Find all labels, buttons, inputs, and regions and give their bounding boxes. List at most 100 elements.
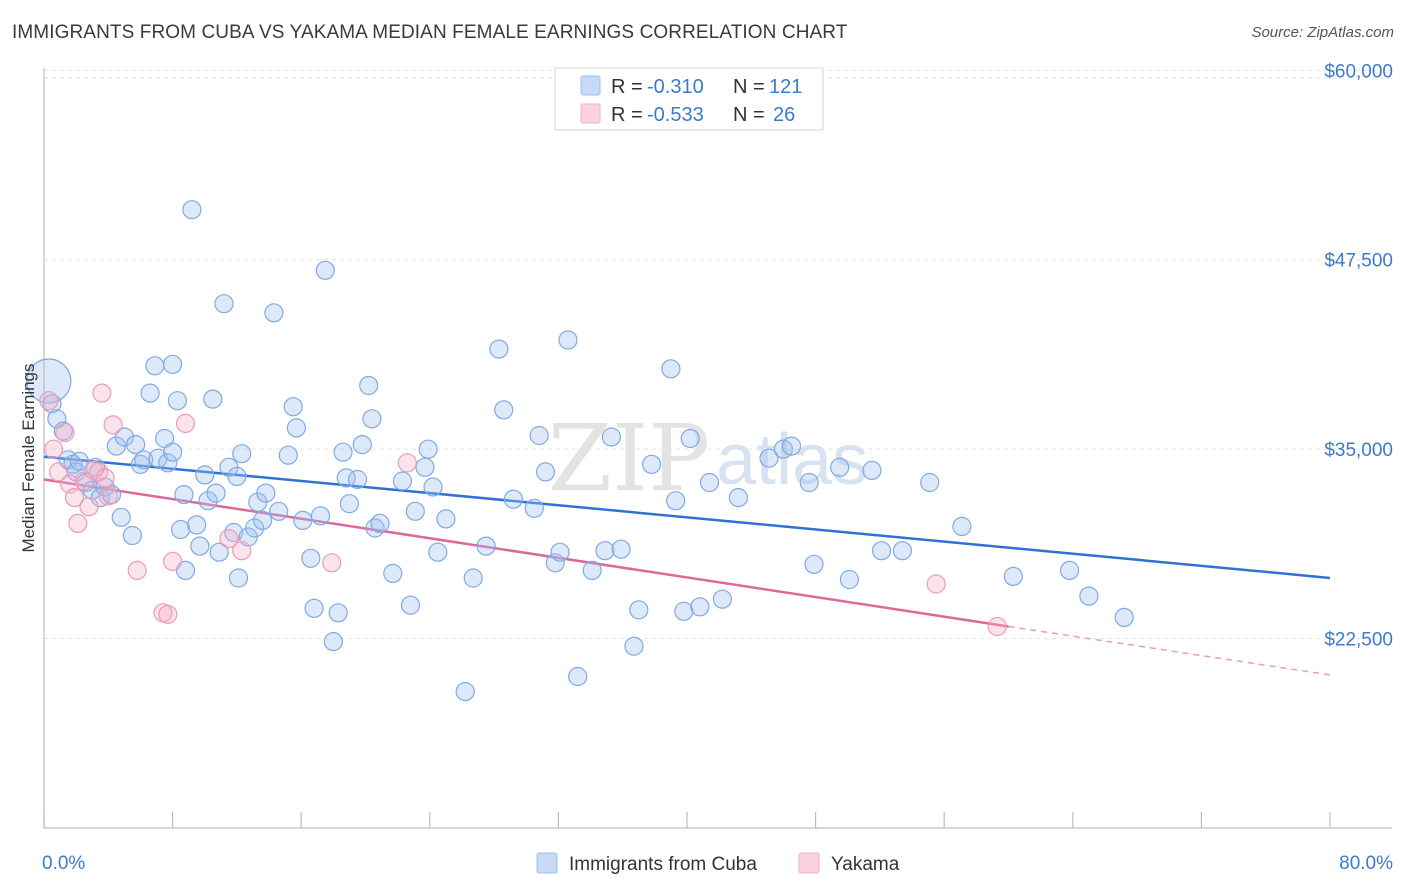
x-tick-label-max: 80.0% bbox=[1339, 853, 1393, 874]
yakama-point-23 bbox=[397, 453, 417, 473]
cuba-point-26 bbox=[163, 354, 183, 374]
cuba-point-45 bbox=[232, 444, 252, 464]
legend: R = -0.310 N = 121 R = -0.533 N = 26 bbox=[554, 67, 824, 131]
cuba-point-68 bbox=[359, 375, 379, 396]
cuba-point-1 bbox=[42, 394, 62, 414]
yakama-point-0 bbox=[39, 391, 59, 411]
cuba-point-108 bbox=[728, 488, 749, 508]
cuba-point-89 bbox=[535, 462, 556, 482]
trend-line-cuba bbox=[43, 455, 1331, 580]
cuba-point-60 bbox=[315, 260, 335, 280]
cuba-point-124 bbox=[1114, 607, 1134, 628]
cuba-point-37 bbox=[203, 389, 223, 409]
yakama-point-13 bbox=[98, 486, 118, 506]
cuba-point-119 bbox=[920, 472, 940, 493]
legend-r-label-yakama: R = bbox=[611, 104, 643, 126]
cuba-point-103 bbox=[674, 601, 694, 621]
cuba-point-61 bbox=[323, 631, 343, 652]
cuba-point-67 bbox=[352, 435, 372, 455]
cuba-point-23 bbox=[148, 448, 168, 468]
cuba-point-102 bbox=[666, 491, 686, 511]
cuba-point-116 bbox=[862, 460, 882, 480]
cuba-point-17 bbox=[122, 525, 142, 546]
legend-r-value-yakama: -0.533 bbox=[647, 104, 704, 126]
yakama-point-8 bbox=[79, 497, 99, 517]
yakama-point-1 bbox=[43, 439, 64, 459]
cuba-point-76 bbox=[415, 457, 435, 477]
cuba-point-99 bbox=[629, 600, 649, 620]
cuba-point-63 bbox=[333, 442, 353, 462]
yakama-point-11 bbox=[92, 383, 112, 403]
yakama-point-3 bbox=[55, 422, 75, 443]
cuba-point-112 bbox=[799, 472, 819, 493]
cuba-point-78 bbox=[423, 477, 443, 497]
yakama-point-25 bbox=[987, 616, 1007, 637]
yakama-point-7 bbox=[74, 471, 94, 491]
legend-n-label-yakama: N = bbox=[733, 104, 765, 126]
cuba-point-34 bbox=[190, 536, 210, 556]
cuba-point-120 bbox=[952, 516, 972, 537]
cuba-point-75 bbox=[405, 501, 425, 521]
cuba-point-90 bbox=[545, 553, 565, 573]
cuba-point-33 bbox=[187, 515, 207, 535]
data-points bbox=[26, 200, 1134, 702]
legend-swatch-yakama bbox=[580, 103, 601, 124]
bottom-legend-swatch-cuba bbox=[536, 852, 558, 874]
legend-n-label-cuba: N = bbox=[733, 76, 765, 98]
cuba-point-35 bbox=[195, 465, 215, 485]
cuba-point-118 bbox=[892, 541, 913, 561]
cuba-point-53 bbox=[278, 445, 298, 465]
cuba-point-44 bbox=[228, 568, 249, 588]
cuba-point-39 bbox=[209, 542, 229, 562]
cuba-point-115 bbox=[839, 569, 860, 590]
y-tick-label-3: $60,000 bbox=[1324, 61, 1393, 82]
cuba-point-73 bbox=[392, 471, 413, 491]
cuba-point-18 bbox=[126, 435, 146, 455]
yakama-point-20 bbox=[219, 528, 239, 549]
cuba-point-71 bbox=[370, 513, 390, 534]
cuba-point-111 bbox=[781, 436, 802, 456]
cuba-point-49 bbox=[253, 510, 273, 531]
cuba-point-54 bbox=[283, 397, 303, 417]
cuba-point-94 bbox=[582, 560, 602, 581]
cuba-point-105 bbox=[690, 597, 710, 617]
yakama-point-24 bbox=[926, 574, 946, 594]
y-tick-label-1: $35,000 bbox=[1324, 440, 1393, 461]
source-credit: Source: ZipAtlas.com bbox=[1251, 24, 1394, 41]
cuba-point-32 bbox=[182, 200, 202, 220]
axes bbox=[43, 68, 1392, 829]
cuba-point-55 bbox=[286, 418, 306, 438]
cuba-point-114 bbox=[830, 457, 850, 477]
cuba-point-29 bbox=[167, 391, 187, 411]
cuba-point-79 bbox=[428, 542, 448, 562]
cuba-point-121 bbox=[1003, 566, 1023, 587]
cuba-point-88 bbox=[529, 425, 549, 446]
yakama-point-6 bbox=[68, 513, 88, 534]
cuba-point-59 bbox=[310, 506, 331, 526]
cuba-point-91 bbox=[550, 542, 570, 562]
cuba-point-101 bbox=[661, 359, 681, 379]
cuba-point-83 bbox=[476, 536, 496, 556]
trend-line-yakama bbox=[43, 478, 1009, 628]
cuba-point-96 bbox=[601, 427, 622, 447]
cuba-point-92 bbox=[558, 330, 578, 350]
cuba-point-72 bbox=[383, 563, 403, 584]
cuba-point-28 bbox=[163, 442, 183, 462]
cuba-point-52 bbox=[269, 501, 289, 521]
yakama-point-21 bbox=[232, 541, 252, 561]
cuba-point-57 bbox=[301, 548, 321, 568]
cuba-point-82 bbox=[463, 568, 483, 588]
cuba-point-84 bbox=[489, 339, 509, 359]
trend-line-yakama-extension bbox=[1008, 625, 1331, 676]
cuba-point-86 bbox=[503, 489, 524, 509]
yakama-point-12 bbox=[95, 468, 115, 488]
bottom-legend: Immigrants from Cuba Yakama bbox=[536, 852, 900, 875]
y-tick-labels: $22,500 $35,000 $47,500 $60,000 bbox=[1324, 61, 1393, 650]
cuba-point-13 bbox=[101, 485, 122, 505]
trend-lines bbox=[43, 455, 1331, 676]
cuba-point-97 bbox=[611, 539, 631, 559]
cuba-point-20 bbox=[134, 450, 154, 470]
yakama-point-2 bbox=[48, 462, 69, 482]
cuba-point-58 bbox=[304, 598, 324, 618]
